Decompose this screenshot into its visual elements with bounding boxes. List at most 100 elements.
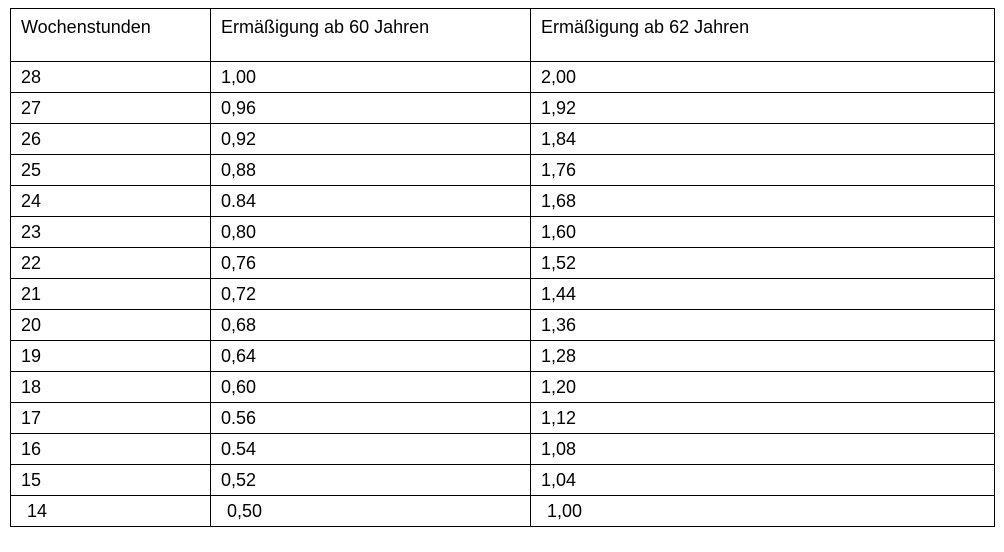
cell-ab-62: 1,52 [531, 248, 995, 279]
cell-wochenstunden: 27 [11, 93, 211, 124]
col-header-ab-62: Ermäßigung ab 62 Jahren [531, 9, 995, 62]
table-row: 15 0,52 1,04 [11, 465, 995, 496]
cell-wochenstunden: 24 [11, 186, 211, 217]
cell-value: 16 [11, 434, 210, 464]
cell-wochenstunden: 28 [11, 62, 211, 93]
cell-ab-62: 1,28 [531, 341, 995, 372]
cell-value: 0,50 [211, 496, 530, 526]
cell-value: 1,44 [531, 279, 994, 309]
cell-ab-62: 1,44 [531, 279, 995, 310]
cell-value: 23 [11, 217, 210, 247]
cell-value: 0,88 [211, 155, 530, 185]
cell-value: 1,36 [531, 310, 994, 340]
cell-ab-60: 0,64 [211, 341, 531, 372]
cell-ab-60: 0.84 [211, 186, 531, 217]
cell-value: 19 [11, 341, 210, 371]
cell-value: 0,72 [211, 279, 530, 309]
cell-wochenstunden: 16 [11, 434, 211, 465]
cell-value: 0,80 [211, 217, 530, 247]
cell-value: 25 [11, 155, 210, 185]
cell-value: 1,60 [531, 217, 994, 247]
table-row: 19 0,64 1,28 [11, 341, 995, 372]
cell-ab-60: 0,88 [211, 155, 531, 186]
table-row: 18 0,60 1,20 [11, 372, 995, 403]
cell-ab-62: 1,68 [531, 186, 995, 217]
cell-ab-62: 2,00 [531, 62, 995, 93]
cell-wochenstunden: 23 [11, 217, 211, 248]
cell-value: 0.84 [211, 186, 530, 216]
cell-value: 28 [11, 62, 210, 92]
col-header-label: Ermäßigung ab 62 Jahren [531, 9, 994, 61]
cell-value: 18 [11, 372, 210, 402]
table-row: 27 0,96 1,92 [11, 93, 995, 124]
cell-ab-62: 1,12 [531, 403, 995, 434]
cell-wochenstunden: 26 [11, 124, 211, 155]
cell-wochenstunden: 25 [11, 155, 211, 186]
table-row: 22 0,76 1,52 [11, 248, 995, 279]
cell-ab-62: 1,60 [531, 217, 995, 248]
cell-value: 1,08 [531, 434, 994, 464]
cell-value: 0,60 [211, 372, 530, 402]
cell-value: 1,04 [531, 465, 994, 495]
cell-value: 20 [11, 310, 210, 340]
cell-wochenstunden: 17 [11, 403, 211, 434]
cell-ab-60: 0,96 [211, 93, 531, 124]
cell-ab-60: 0,76 [211, 248, 531, 279]
table-row: 20 0,68 1,36 [11, 310, 995, 341]
table-row: 24 0.84 1,68 [11, 186, 995, 217]
cell-value: 27 [11, 93, 210, 123]
cell-ab-62: 1,92 [531, 93, 995, 124]
cell-value: 1,00 [211, 62, 530, 92]
cell-value: 15 [11, 465, 210, 495]
cell-value: 0,92 [211, 124, 530, 154]
table-row: 16 0.54 1,08 [11, 434, 995, 465]
cell-ab-60: 0,72 [211, 279, 531, 310]
cell-ab-62: 1,00 [531, 496, 995, 527]
col-header-label: Wochenstunden [11, 9, 210, 61]
table-row: 25 0,88 1,76 [11, 155, 995, 186]
table-row: 23 0,80 1,60 [11, 217, 995, 248]
cell-ab-62: 1,76 [531, 155, 995, 186]
cell-ab-60: 0,60 [211, 372, 531, 403]
cell-ab-60: 0,80 [211, 217, 531, 248]
cell-value: 1,20 [531, 372, 994, 402]
cell-wochenstunden: 21 [11, 279, 211, 310]
table-row: 26 0,92 1,84 [11, 124, 995, 155]
cell-value: 1,76 [531, 155, 994, 185]
cell-value: 0,68 [211, 310, 530, 340]
cell-ab-62: 1,04 [531, 465, 995, 496]
cell-value: 0,64 [211, 341, 530, 371]
cell-value: 1,00 [531, 496, 994, 526]
cell-value: 0,96 [211, 93, 530, 123]
col-header-label: Ermäßigung ab 60 Jahren [211, 9, 530, 61]
reduction-table: Wochenstunden Ermäßigung ab 60 Jahren Er… [10, 8, 995, 527]
cell-value: 1,84 [531, 124, 994, 154]
cell-value: 24 [11, 186, 210, 216]
cell-value: 1,68 [531, 186, 994, 216]
cell-ab-60: 0,92 [211, 124, 531, 155]
col-header-ab-60: Ermäßigung ab 60 Jahren [211, 9, 531, 62]
cell-value: 1,52 [531, 248, 994, 278]
cell-ab-60: 0,52 [211, 465, 531, 496]
table-row: 14 0,50 1,00 [11, 496, 995, 527]
table-row: 21 0,72 1,44 [11, 279, 995, 310]
cell-ab-60: 0.56 [211, 403, 531, 434]
cell-value: 0,76 [211, 248, 530, 278]
cell-ab-60: 1,00 [211, 62, 531, 93]
cell-value: 14 [11, 496, 210, 526]
cell-value: 0.56 [211, 403, 530, 433]
table-header-row: Wochenstunden Ermäßigung ab 60 Jahren Er… [11, 9, 995, 62]
cell-ab-60: 0.54 [211, 434, 531, 465]
cell-value: 1,28 [531, 341, 994, 371]
table-row: 17 0.56 1,12 [11, 403, 995, 434]
cell-wochenstunden: 20 [11, 310, 211, 341]
cell-value: 0,52 [211, 465, 530, 495]
cell-ab-60: 0,50 [211, 496, 531, 527]
cell-value: 2,00 [531, 62, 994, 92]
cell-value: 1,92 [531, 93, 994, 123]
cell-wochenstunden: 15 [11, 465, 211, 496]
cell-value: 0.54 [211, 434, 530, 464]
cell-wochenstunden: 18 [11, 372, 211, 403]
cell-ab-62: 1,20 [531, 372, 995, 403]
cell-value: 26 [11, 124, 210, 154]
